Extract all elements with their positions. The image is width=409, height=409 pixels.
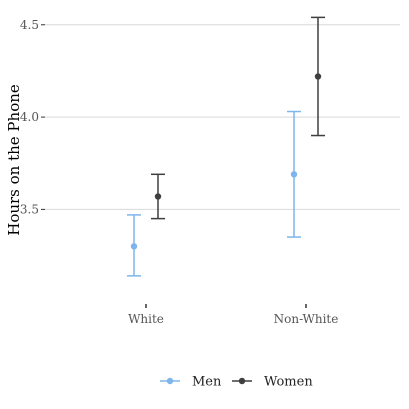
legend-item-men: Men xyxy=(160,375,222,390)
legend: Men Women xyxy=(160,375,313,390)
legend-marker xyxy=(166,377,174,385)
series-men xyxy=(127,110,301,277)
series xyxy=(127,16,325,277)
y-tick-label: 4.0 xyxy=(20,110,39,124)
data-point xyxy=(314,73,322,80)
legend-item-women: Women xyxy=(232,375,313,390)
y-tick-label: 3.5 xyxy=(20,202,39,216)
x-tick-label: White xyxy=(128,312,164,326)
y-axis-title: Hours on the Phone xyxy=(5,84,23,236)
legend-label: Women xyxy=(264,375,313,390)
series-women xyxy=(151,16,325,220)
data-point xyxy=(154,193,162,200)
data-point xyxy=(290,171,298,178)
axes: 3.5 4.0 4.5 White Non-White xyxy=(20,18,338,326)
legend-marker xyxy=(238,377,246,385)
data-point xyxy=(130,243,138,250)
legend-label: Men xyxy=(192,375,222,390)
y-tick-label: 4.5 xyxy=(20,18,39,32)
x-tick-label: Non-White xyxy=(274,312,339,326)
gridlines xyxy=(45,24,400,210)
